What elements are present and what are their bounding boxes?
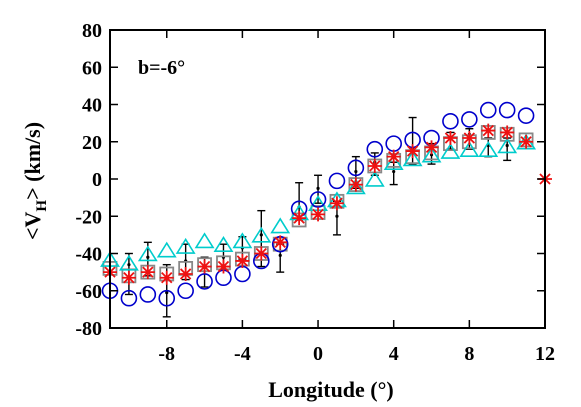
triangle-marker bbox=[421, 146, 442, 163]
asterisk-marker bbox=[140, 265, 155, 280]
triangle-marker bbox=[478, 141, 499, 157]
asterisk-marker bbox=[424, 140, 439, 155]
asterisk-marker bbox=[254, 246, 269, 261]
error-bar-center bbox=[392, 169, 396, 174]
triangle-marker bbox=[194, 232, 215, 249]
circle-marker bbox=[196, 273, 213, 290]
triangle-marker bbox=[213, 236, 234, 252]
triangle-marker bbox=[251, 226, 272, 243]
circle-marker bbox=[234, 265, 251, 283]
asterisk-marker bbox=[348, 177, 363, 192]
asterisk-marker bbox=[216, 259, 231, 274]
asterisk-marker bbox=[405, 144, 420, 159]
triangle-marker bbox=[270, 217, 291, 234]
y-tick-label: -20 bbox=[75, 206, 102, 228]
asterisk-marker bbox=[121, 270, 136, 285]
triangle-marker bbox=[364, 170, 385, 187]
error-bar-center bbox=[278, 253, 282, 257]
triangle-marker bbox=[137, 245, 158, 262]
circle-marker bbox=[442, 112, 459, 130]
circle-marker bbox=[309, 191, 327, 208]
triangle-marker bbox=[345, 178, 366, 195]
circle-marker bbox=[517, 107, 535, 124]
y-tick-label: -80 bbox=[75, 318, 102, 340]
y-tick-label: 40 bbox=[82, 95, 102, 117]
circle-marker bbox=[385, 135, 402, 152]
error-bar-center bbox=[335, 214, 339, 218]
y-tick-label: -60 bbox=[75, 281, 102, 303]
circle-marker bbox=[158, 289, 176, 307]
y-axis-title-end: > (km/s) bbox=[20, 122, 45, 200]
circle-marker bbox=[366, 140, 384, 158]
asterisk-marker bbox=[159, 270, 174, 285]
triangle-marker bbox=[440, 142, 461, 159]
asterisk-marker bbox=[292, 211, 307, 226]
x-tick-label: 0 bbox=[313, 343, 323, 365]
asterisk-marker bbox=[235, 253, 250, 268]
error-bar-center bbox=[354, 169, 358, 174]
error-bar-center bbox=[259, 233, 263, 237]
triangle-marker bbox=[402, 150, 423, 167]
asterisk-marker bbox=[178, 266, 193, 281]
asterisk-marker bbox=[519, 134, 534, 149]
circle-marker bbox=[498, 101, 516, 119]
circle-marker bbox=[120, 289, 138, 307]
error-bar-center bbox=[505, 143, 509, 148]
asterisk-marker bbox=[329, 196, 344, 211]
asterisk-marker bbox=[386, 149, 401, 164]
data-markers bbox=[100, 101, 552, 307]
y-axis-title: <VH> (km/s) bbox=[20, 122, 50, 240]
y-axis-title-subscript: H bbox=[34, 200, 50, 212]
circle-marker bbox=[139, 286, 157, 303]
x-tick-label: 12 bbox=[535, 343, 555, 365]
circle-marker bbox=[479, 101, 497, 119]
triangle-marker bbox=[383, 154, 404, 170]
asterisk-marker bbox=[481, 123, 496, 138]
panel-annotation: b=-6° bbox=[138, 57, 185, 79]
asterisk-marker bbox=[500, 125, 515, 140]
y-tick-label: 60 bbox=[82, 57, 102, 79]
asterisk-marker bbox=[273, 235, 288, 250]
x-tick-label: 8 bbox=[464, 343, 474, 365]
x-axis-title: Longitude (°) bbox=[268, 377, 394, 402]
triangle-marker bbox=[459, 141, 480, 157]
circle-marker bbox=[328, 172, 346, 190]
asterisk-marker bbox=[197, 259, 212, 274]
circle-marker bbox=[347, 159, 365, 177]
asterisk-marker bbox=[462, 131, 477, 146]
error-bar-center bbox=[146, 255, 150, 259]
x-tick-label: 4 bbox=[389, 343, 399, 365]
triangle-marker bbox=[175, 237, 196, 254]
y-axis-title-main: <V bbox=[20, 211, 45, 240]
x-tick-label: -8 bbox=[158, 343, 175, 365]
y-tick-label: -40 bbox=[75, 244, 102, 266]
y-tick-label: 80 bbox=[82, 20, 102, 42]
error-bar-center bbox=[127, 263, 131, 267]
x-tick-label: -4 bbox=[234, 343, 251, 365]
triangle-marker bbox=[232, 232, 253, 249]
triangle-marker bbox=[156, 241, 177, 258]
asterisk-marker bbox=[311, 207, 326, 222]
error-bar-center bbox=[316, 186, 320, 190]
triangle-marker bbox=[497, 137, 518, 154]
y-tick-label: 0 bbox=[92, 169, 102, 191]
error-bar-center bbox=[165, 291, 169, 295]
circle-marker bbox=[461, 111, 478, 128]
asterisk-marker bbox=[367, 158, 382, 173]
circle-marker bbox=[177, 282, 194, 300]
y-tick-label: 20 bbox=[82, 132, 102, 154]
asterisk-marker bbox=[443, 131, 458, 146]
triangle-marker bbox=[118, 254, 139, 271]
